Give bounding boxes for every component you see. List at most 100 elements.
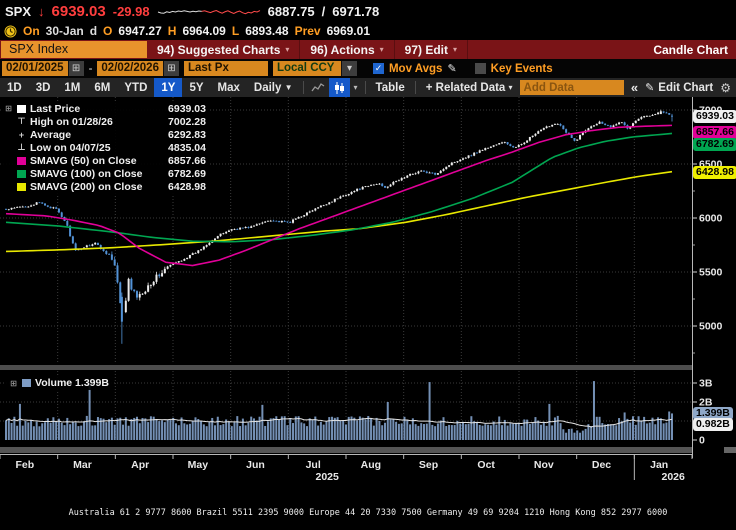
gear-icon[interactable]: ⚙ [720,80,731,95]
svg-text:Jul: Jul [306,459,321,471]
period-select[interactable]: Daily ▼ [253,81,293,94]
chart-scrollbar[interactable] [0,447,692,453]
divider [364,81,366,94]
svg-text:5500: 5500 [699,267,723,279]
legend-row[interactable]: ⊞ Last Price 6939.03 [5,102,206,115]
smavg-200-line [5,170,673,253]
svg-text:Mar: Mar [73,459,92,471]
open-value: 6947.27 [118,24,162,38]
candle-chart-icon[interactable] [328,78,350,97]
svg-text:2026: 2026 [661,471,685,483]
mov-avgs-label[interactable]: Mov Avgs [388,62,443,75]
date-from-field[interactable]: 02/01/2025 [2,61,68,76]
footer-line1: Australia 61 2 9777 8600 Brazil 5511 239… [68,508,668,518]
svg-text:3B: 3B [699,378,713,390]
legend-row[interactable]: ⊥ Low on 04/07/25 4835.04 [17,141,206,154]
legend-swatch [17,104,26,113]
svg-text:Jun: Jun [246,459,265,471]
security-field[interactable]: SPX Index [1,41,147,58]
chevron-down-icon: ▼ [284,83,293,92]
terminal-footer: Australia 61 2 9777 8600 Brazil 5511 239… [0,486,736,530]
legend-marker-icon: ⊤ [17,116,26,126]
range-tab-1y[interactable]: 1Y [154,78,183,97]
pencil-icon: ✎ [645,82,655,94]
on-label: On [23,24,40,38]
high-value: 6964.09 [182,24,226,38]
legend-row[interactable]: SMAVG (50) on Close 6857.66 [4,154,206,167]
low-value: 6893.48 [245,24,289,38]
date-to-field[interactable]: 02/02/2026 [97,61,163,76]
volume-legend[interactable]: ⊞ Volume 1.399B [4,376,114,390]
legend-swatch [17,169,26,178]
session-d: d [89,24,98,38]
axis-badge: 6782.69 [693,138,736,151]
currency-select[interactable]: Local CCY [272,61,341,76]
svg-text:Nov: Nov [534,459,554,471]
range-tab-ytd[interactable]: YTD [124,81,148,94]
svg-text:Jan: Jan [650,459,668,471]
session-date: 30-Jan [45,24,84,38]
svg-text:Oct: Oct [477,459,495,471]
axis-badge: 0.982B [693,418,733,431]
menu-item[interactable]: 96) Actions ▾ [300,40,395,59]
range-tab-max[interactable]: Max [217,81,240,94]
day-high: 6971.78 [332,3,380,19]
svg-text:Feb: Feb [15,459,34,471]
price-field-select[interactable]: Last Px [183,61,268,76]
legend-row[interactable]: ⊤ High on 01/28/26 7002.28 [17,115,206,128]
high-label: H [167,24,177,38]
svg-text:Apr: Apr [131,459,149,471]
divider [414,81,416,94]
low-label: L [231,24,240,38]
range-tab-6m[interactable]: 6M [94,81,111,94]
axis-badge: 6939.03 [693,110,736,123]
chevron-down-icon[interactable]: ▾ [340,61,357,76]
menu-item[interactable]: 94) Suggested Charts ▾ [147,40,301,59]
calendar-icon[interactable]: ⊞ [67,61,84,76]
svg-text:5000: 5000 [699,321,723,333]
clock-icon [4,25,17,37]
table-button[interactable]: Table [375,81,405,94]
related-data-button[interactable]: + Related Data ▾ [425,81,513,94]
key-events-label[interactable]: Key Events [490,62,553,75]
expand-icon: ⊞ [10,378,17,388]
range-tab-1d[interactable]: 1D [7,81,22,94]
volume-legend-label: Volume 1.399B [35,377,109,389]
axis-badge: 6857.66 [693,126,736,139]
legend-row[interactable]: SMAVG (200) on Close 6428.98 [4,180,206,193]
open-label: O [103,24,113,38]
add-data-input[interactable] [519,80,624,95]
smavg-50-line [5,124,673,267]
legend-row[interactable]: + Average 6292.83 [18,128,206,141]
divider [302,81,304,94]
line-chart-icon[interactable] [307,78,329,97]
range-tab-3d[interactable]: 3D [35,81,51,94]
down-arrow-icon: ↓ [38,3,45,19]
date-range-dash: - [88,62,93,75]
edit-chart-button[interactable]: ✎ Edit Chart [645,81,714,95]
intraday-sparkline [157,9,260,14]
ticker: SPX [5,3,32,19]
legend-swatch [17,182,26,191]
volume-average-line [5,417,673,428]
mov-avgs-edit-icon[interactable]: ✎ [447,63,457,75]
quote-bar: SPX ↓ 6939.03 -29.98 6887.75 / 6971.78 [0,0,736,22]
last-price: 6939.03 [51,2,106,20]
svg-text:0: 0 [699,435,705,447]
session-bar: On 30-Jan d O 6947.27 H 6964.09 L 6893.4… [0,22,736,40]
calendar-icon[interactable]: ⊞ [162,61,179,76]
chart-legend: ⊞ Last Price 6939.03 ⊤ High on 01/28/26 7002.… [2,101,210,195]
range-tab-5y[interactable]: 5Y [189,81,204,94]
menu-item[interactable]: 97) Edit ▾ [395,40,469,59]
legend-row[interactable]: SMAVG (100) on Close 6782.69 [4,167,206,180]
key-events-checkbox[interactable] [474,63,486,74]
range-tab-1m[interactable]: 1M [64,81,81,94]
chevron-down-icon: ▾ [508,83,513,92]
legend-swatch [17,156,26,165]
collapse-panel-icon[interactable]: « [630,80,639,95]
svg-text:2B: 2B [699,397,713,409]
chart-type-caret[interactable]: ▾ [353,83,358,92]
mov-avgs-checkbox[interactable]: ✓ [372,63,384,74]
